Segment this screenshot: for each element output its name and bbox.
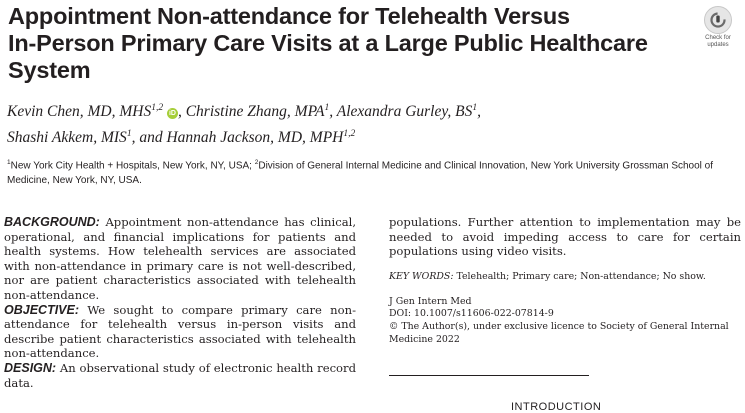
author-name: Hannah Jackson, MD, MPH [166,129,344,147]
abstract-text: An observational study of electronic hea… [4,360,357,390]
abstract-text: Appointment non-attendance has clinical,… [4,215,357,302]
author-affil-sup: 1 [472,103,478,113]
affil-text: Division of General Internal Medicine an… [7,160,714,187]
affil-text: New York City Health + Hospitals, New Yo… [10,160,255,172]
title-line: In-Person Primary Care Visits at a Large… [8,30,648,56]
author-affil-sup: 1 [126,129,132,140]
keywords-text: Telehealth; Primary care; Non-attendance… [456,270,706,282]
author-connector: and [139,129,163,147]
keywords: KEY WORDS: Telehealth; Primary care; Non… [389,271,741,283]
author-line: Shashi Akkem, MIS1, and Hannah Jackson, … [7,129,356,147]
affiliations: 1New York City Health + Hospitals, New Y… [7,155,743,188]
doi-link[interactable]: DOI: 10.1007/s11606-022-07814-9 [389,308,554,320]
abstract-label: DESIGN: [4,360,57,375]
title-line: Appointment Non-attendance for Telehealt… [8,3,570,29]
author-name: Shashi Akkem, MIS [7,129,127,147]
author-affil-sup: 1,2 [343,129,356,140]
author-list: Kevin Chen, MD, MHS1,2 iD, Christine Zha… [7,97,697,149]
title-line: System [8,57,91,83]
author-name: Alexandra Gurley, BS [336,103,473,121]
check-for-updates-icon [704,6,732,34]
orcid-icon[interactable]: iD [166,108,178,120]
author-affil-sup: 1 [324,103,330,113]
journal-meta: J Gen Intern Med DOI: 10.1007/s11606-022… [389,296,741,346]
section-heading: INTRODUCTION [511,401,602,413]
section-divider [389,375,589,376]
abstract-label: OBJECTIVE: [4,302,80,317]
abstract-column-right: populations. Further attention to implem… [389,215,741,346]
abstract-text: We sought to compare primary care non-at… [4,302,356,361]
abstract-background: BACKGROUND: Appointment non-attendance h… [4,215,356,303]
author-line: Kevin Chen, MD, MHS1,2 iD, Christine Zha… [7,103,481,121]
journal-name: J Gen Intern Med [389,295,472,307]
keywords-label: KEY WORDS: [389,270,454,282]
check-for-updates-badge[interactable]: Check for updates [700,6,736,48]
affil-sup: 2 [254,159,259,166]
author-name: Kevin Chen, MD, MHS [7,103,152,121]
abstract-conclusion-continued: populations. Further attention to implem… [389,215,741,259]
abstract-design: DESIGN: An observational study of electr… [4,361,356,390]
abstract-column: BACKGROUND: Appointment non-attendance h… [4,215,356,390]
article-title: Appointment Non-attendance for Telehealt… [8,3,698,84]
abstract-label: BACKGROUND: [4,215,100,229]
author-affil-sup: 1,2 [151,103,164,113]
affil-sup: 1 [7,159,11,166]
abstract-objective: OBJECTIVE: We sought to compare primary … [4,303,356,361]
author-name: Christine Zhang, MPA [185,103,325,121]
badge-caption: Check for updates [705,35,731,48]
license-text: © The Author(s), under exclusive licence… [389,320,729,345]
